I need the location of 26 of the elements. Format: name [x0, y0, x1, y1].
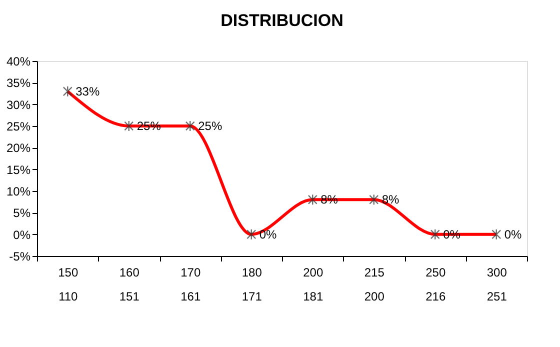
y-tick-label: 10%: [6, 184, 31, 198]
y-tick-label: 25%: [6, 120, 31, 134]
data-label: 8%: [382, 192, 400, 207]
data-label: 8%: [320, 192, 338, 207]
y-tick-label: 35%: [6, 76, 31, 90]
x-tick-label: 200 181: [303, 266, 324, 304]
x-tick-label: 215 200: [364, 266, 385, 304]
data-label: 33%: [76, 84, 100, 98]
x-tick-label: 170 161: [180, 266, 201, 304]
data-label: 25%: [136, 119, 162, 133]
data-label: 0%: [504, 227, 522, 242]
x-tick-label: 160 151: [119, 266, 140, 304]
chart-title: DISTRIBUCION: [220, 11, 344, 30]
y-tick-label: 0%: [13, 228, 31, 242]
x-tick-label: 300 251: [486, 266, 508, 304]
y-tick-label: 20%: [6, 141, 31, 156]
y-tick-label: 40%: [6, 54, 31, 68]
y-tick-label: 15%: [6, 162, 31, 177]
y-tick-label: 5%: [13, 206, 31, 220]
x-tick-label: 150 110: [58, 266, 78, 304]
data-label: 25%: [198, 119, 222, 133]
x-tick-label: 250 216: [426, 266, 446, 304]
y-tick-label: 30%: [6, 98, 31, 112]
data-label: 0%: [259, 227, 278, 242]
x-tick-label: 180 171: [242, 266, 262, 304]
y-tick-label: -5%: [9, 250, 31, 264]
